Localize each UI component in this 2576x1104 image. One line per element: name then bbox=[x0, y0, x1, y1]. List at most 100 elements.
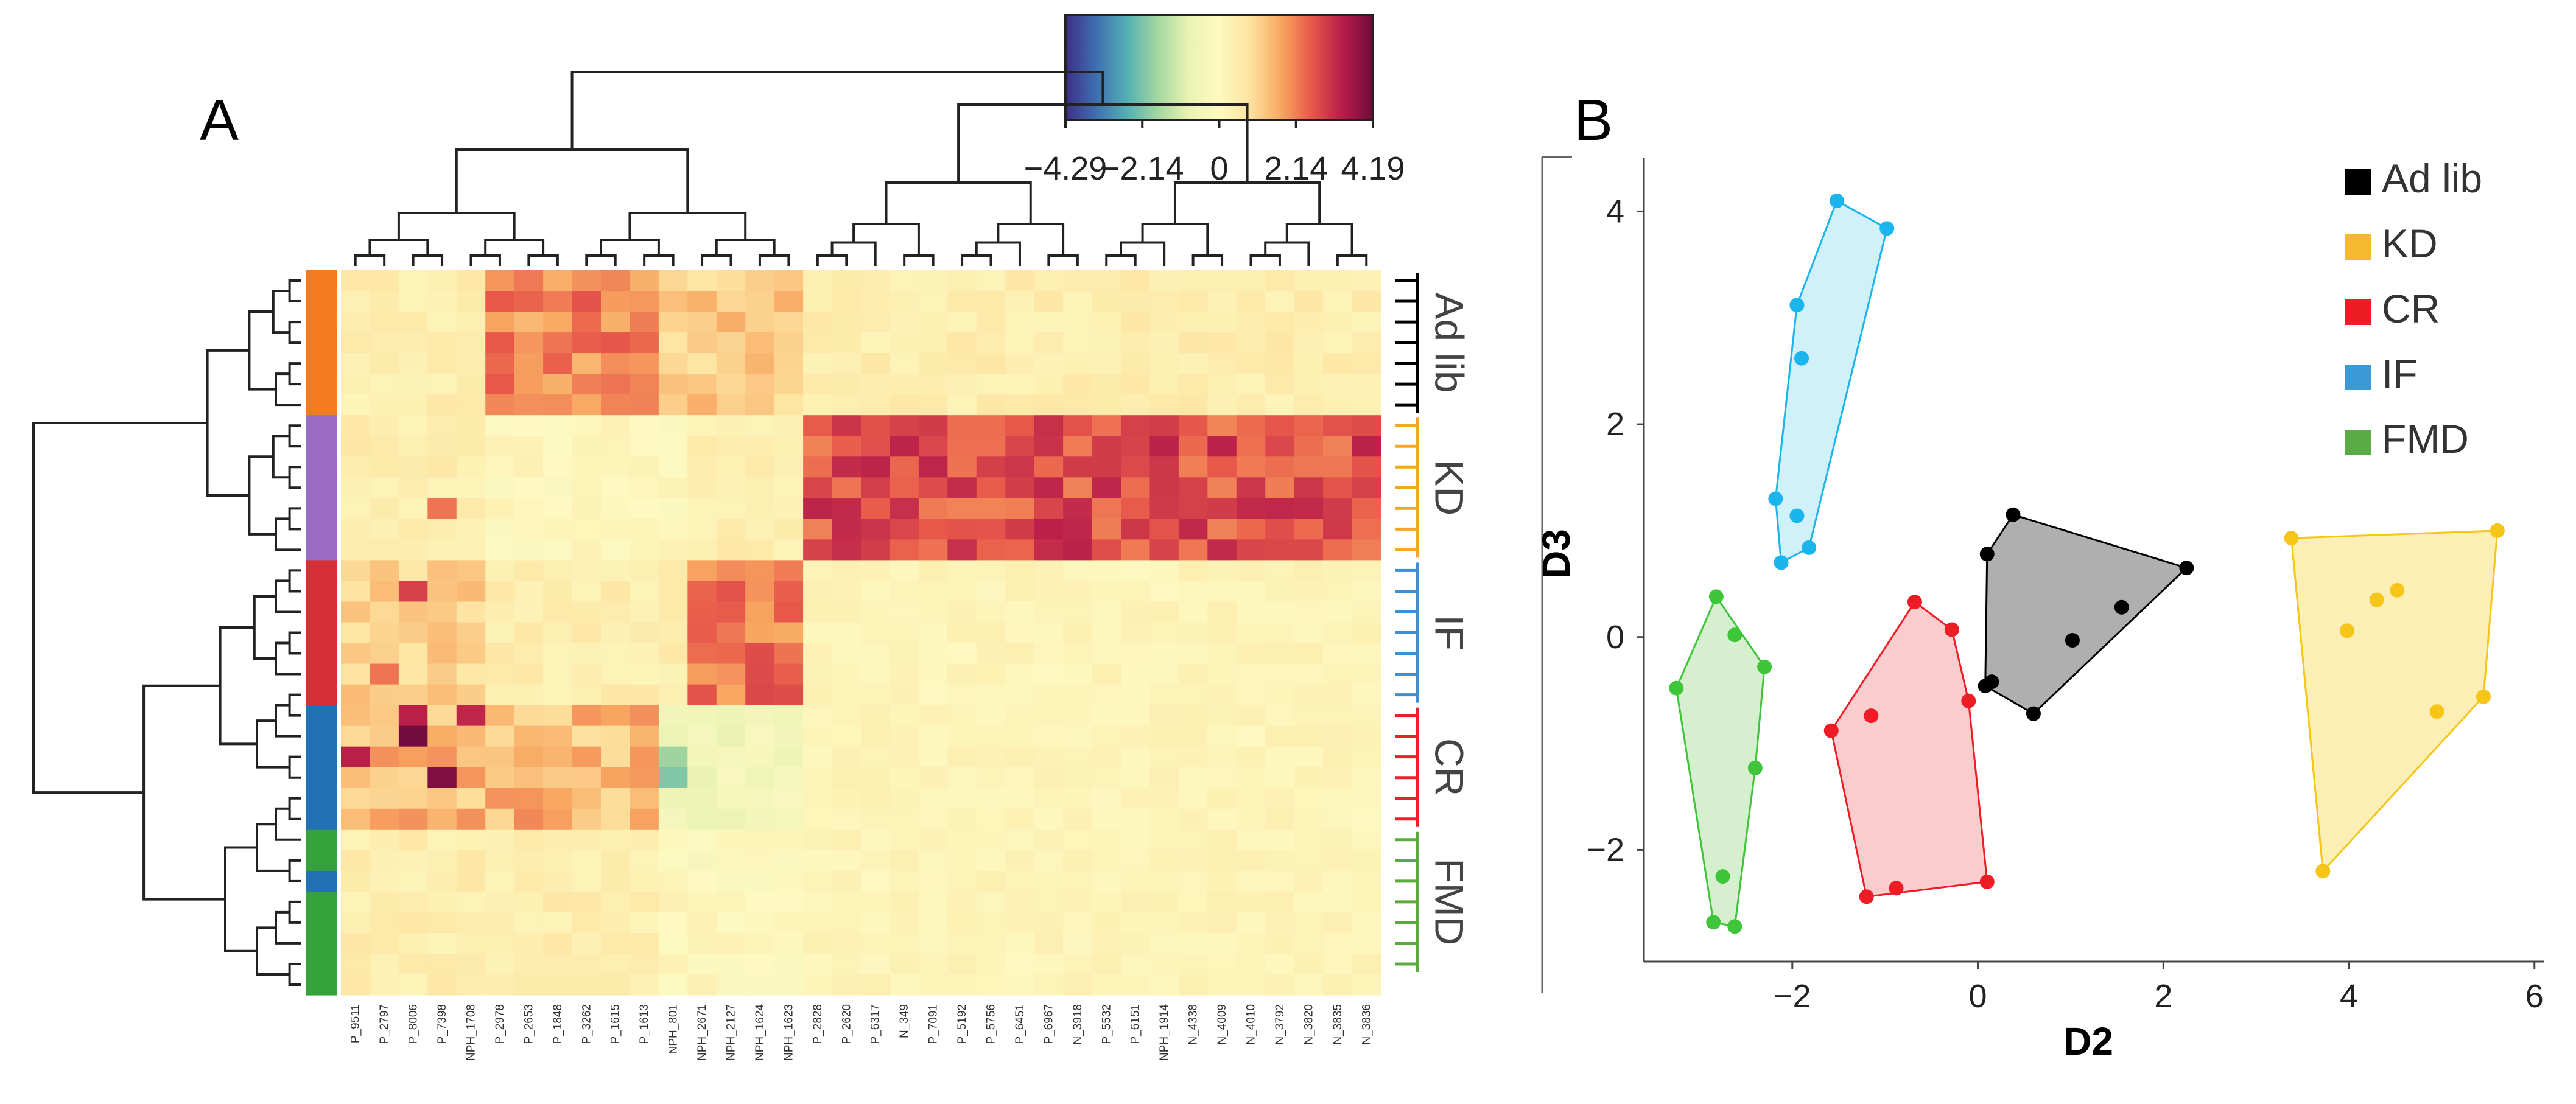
heatmap-cell bbox=[514, 477, 544, 498]
heatmap-cell bbox=[1323, 932, 1353, 954]
heatmap-cell bbox=[630, 519, 659, 540]
column-label: P_8006 bbox=[407, 1004, 420, 1044]
point-if bbox=[1774, 555, 1789, 570]
row-group-swatch bbox=[306, 643, 337, 665]
heatmap-cell bbox=[1149, 850, 1179, 872]
heatmap-cell bbox=[572, 581, 602, 603]
heatmap-cell bbox=[1294, 870, 1324, 892]
heatmap-cell bbox=[1352, 456, 1381, 478]
heatmap-cell bbox=[485, 725, 515, 747]
heatmap-cell bbox=[543, 498, 573, 519]
heatmap-cell bbox=[514, 353, 544, 374]
heatmap-cell bbox=[456, 498, 486, 519]
heatmap-cell bbox=[341, 684, 371, 706]
heatmap-cell bbox=[427, 456, 457, 478]
heatmap-cell bbox=[1352, 891, 1381, 913]
heatmap-cell bbox=[1149, 663, 1179, 685]
heatmap-cell bbox=[427, 725, 457, 747]
heatmap-cell bbox=[427, 312, 457, 333]
heatmap-cell bbox=[1207, 643, 1237, 665]
heatmap-cell bbox=[832, 270, 862, 292]
heatmap-cell bbox=[1063, 622, 1093, 644]
heatmap-cell bbox=[1178, 746, 1208, 768]
heatmap-cell bbox=[630, 850, 659, 872]
heatmap-cell bbox=[572, 622, 602, 644]
heatmap-cell bbox=[890, 663, 919, 685]
heatmap-cell bbox=[1352, 767, 1381, 789]
heatmap-cell bbox=[1265, 746, 1295, 768]
heatmap-cell bbox=[1294, 270, 1324, 292]
heatmap-cell bbox=[832, 953, 862, 975]
point-kd bbox=[2284, 531, 2299, 546]
dendrogram-branch bbox=[852, 223, 920, 256]
heatmap-cell bbox=[601, 539, 631, 561]
legend-swatch bbox=[2345, 365, 2371, 390]
column-label: P_3262 bbox=[580, 1004, 593, 1044]
heatmap-cell bbox=[543, 850, 573, 872]
dendrogram-branch bbox=[275, 807, 301, 841]
heatmap-cell bbox=[774, 767, 804, 789]
heatmap-cell bbox=[890, 932, 919, 954]
heatmap-cell bbox=[745, 601, 775, 623]
heatmap-cell bbox=[832, 870, 862, 892]
heatmap-cell bbox=[514, 684, 544, 706]
column-label: P_2620 bbox=[840, 1004, 853, 1044]
heatmap-cell bbox=[774, 663, 804, 685]
heatmap-cell bbox=[543, 332, 573, 354]
heatmap-cell bbox=[1121, 581, 1151, 603]
heatmap-cell bbox=[918, 850, 948, 872]
heatmap-cell bbox=[803, 932, 833, 954]
row-group-swatch bbox=[306, 663, 337, 685]
heatmap-cell bbox=[572, 725, 602, 747]
heatmap-cell bbox=[1323, 684, 1353, 706]
heatmap-cell bbox=[514, 312, 544, 333]
heatmap-cell bbox=[861, 767, 891, 789]
heatmap-cell bbox=[918, 725, 948, 747]
heatmap-cell bbox=[514, 767, 544, 789]
heatmap-cell bbox=[1207, 539, 1237, 561]
heatmap-cell bbox=[456, 953, 486, 975]
dendrogram-branch bbox=[275, 704, 301, 738]
colorbar-ticks: −4.29−2.14 0 2.14 4.19 bbox=[1024, 120, 1405, 187]
heatmap-cell bbox=[1352, 353, 1381, 374]
heatmap-cell bbox=[716, 353, 746, 374]
heatmap-cell bbox=[427, 870, 457, 892]
heatmap-cell bbox=[1236, 415, 1266, 436]
heatmap-cell bbox=[341, 932, 371, 954]
heatmap-cell bbox=[370, 312, 399, 333]
heatmap-cell bbox=[370, 788, 399, 809]
legend-swatch bbox=[2345, 299, 2371, 325]
heatmap-cell bbox=[861, 622, 891, 644]
heatmap-cell bbox=[918, 312, 948, 333]
heatmap-cell bbox=[918, 353, 948, 374]
heatmap-cell bbox=[918, 663, 948, 685]
heatmap-cell bbox=[1294, 663, 1324, 685]
heatmap-cell bbox=[1005, 829, 1035, 851]
legend-label: CR bbox=[2382, 286, 2440, 331]
heatmap-cell bbox=[370, 477, 399, 498]
heatmap-cell bbox=[1063, 312, 1093, 333]
heatmap-cell bbox=[1207, 912, 1237, 934]
heatmap-cell bbox=[947, 767, 977, 789]
heatmap-cell bbox=[1207, 312, 1237, 333]
heatmap-cell bbox=[1178, 581, 1208, 603]
row-dendrogram bbox=[32, 279, 301, 986]
heatmap-cell bbox=[601, 767, 631, 789]
heatmap-cell bbox=[1178, 436, 1208, 457]
heatmap-cell bbox=[832, 725, 862, 747]
heatmap-cell bbox=[427, 684, 457, 706]
heatmap-cell bbox=[1294, 622, 1324, 644]
heatmap-cell bbox=[774, 477, 804, 498]
heatmap-cell bbox=[976, 891, 1006, 913]
dendrogram-branch bbox=[701, 254, 732, 266]
heatmap-cell bbox=[1063, 663, 1093, 685]
heatmap-cell bbox=[861, 974, 891, 996]
heatmap-cell bbox=[890, 498, 919, 519]
heatmap-cell bbox=[716, 891, 746, 913]
heatmap-cell bbox=[398, 560, 428, 582]
heatmap-cell bbox=[456, 456, 486, 478]
point-if bbox=[1879, 221, 1895, 236]
heatmap-cell bbox=[1121, 684, 1151, 706]
heatmap-cell bbox=[630, 622, 659, 644]
heatmap-cell bbox=[687, 353, 717, 374]
